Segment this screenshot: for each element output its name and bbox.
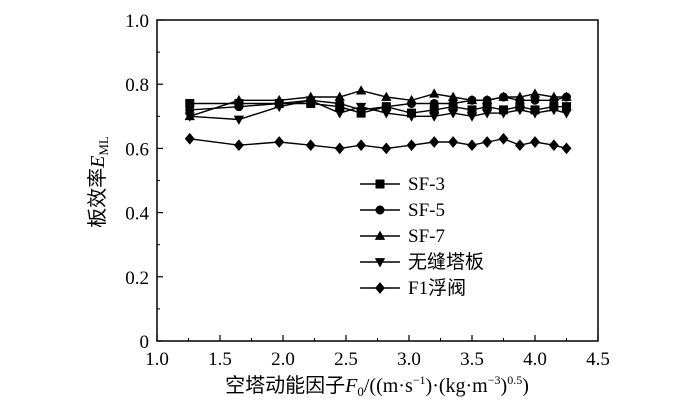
series-5-line	[189, 138, 567, 150]
series-5-point	[498, 132, 509, 145]
series-2-point	[335, 98, 345, 108]
legend-marker	[375, 282, 385, 294]
series-5-point	[429, 136, 440, 148]
series-4-point	[466, 112, 478, 122]
series-5-point	[356, 139, 367, 152]
series-1-point	[429, 105, 439, 115]
legend-marker	[375, 205, 385, 215]
series-5-point	[514, 139, 525, 152]
series-3-point	[466, 94, 478, 105]
series-4-point	[548, 106, 560, 116]
series-4-point	[233, 115, 245, 125]
x-tick-label: 4.5	[586, 349, 610, 370]
y-tick-label: 0.4	[125, 204, 149, 225]
legend: SF-3 SF-5 SF-7 无缝塔板 F1浮阀	[360, 174, 484, 299]
series-4-point	[355, 102, 367, 113]
series-2-point	[429, 98, 439, 108]
series-3-point	[355, 85, 367, 95]
series-4-point	[381, 109, 392, 119]
series-4-point	[514, 106, 526, 116]
y-tick-label: 0.2	[125, 268, 149, 289]
series-4-point	[406, 112, 417, 122]
x-tick-label: 3.0	[397, 349, 421, 370]
series-5-point	[530, 136, 540, 148]
x-axis-ticks: 1.0 1.5 2.0 2.5 3.0 3.5 4.0 4.5	[145, 335, 610, 370]
x-tick-label: 2.5	[334, 349, 358, 370]
series-3-point	[274, 94, 285, 105]
legend-marker	[374, 258, 386, 268]
y-axis-ticks: 0 0.2 0.4 0.6 0.8 1.0	[125, 11, 163, 353]
series-3-point	[429, 88, 440, 98]
legend-label: SF-3	[408, 174, 445, 195]
series-5-point	[381, 142, 392, 155]
series-2-point	[448, 98, 458, 108]
legend-label: SF-5	[408, 200, 445, 221]
series-5-point	[561, 142, 572, 155]
series-1-point	[185, 98, 195, 108]
series-2-point	[381, 102, 391, 112]
series-5-point	[274, 136, 285, 148]
series-5-point	[482, 136, 493, 148]
series-5-point	[467, 139, 477, 152]
series-5-point	[184, 132, 195, 145]
series-3-point	[233, 94, 245, 105]
series-3-point	[498, 91, 509, 101]
series-3-point	[529, 88, 541, 98]
legend-label: 无缝塔板	[408, 251, 484, 273]
series-5-point	[305, 139, 316, 152]
y-axis-label: 板效率EML	[86, 136, 111, 228]
y-tick-label: 0.8	[125, 75, 149, 96]
series-3-point	[447, 91, 459, 101]
x-tick-label: 2.0	[271, 349, 295, 370]
series-4-point	[481, 109, 493, 119]
series-2-point	[530, 95, 540, 105]
y-tick-label: 1.0	[125, 11, 149, 32]
legend-marker	[374, 230, 386, 240]
y-tick-label: 0.6	[125, 139, 149, 160]
series-5-point	[448, 136, 459, 148]
series-4-point	[334, 109, 345, 119]
series-3-point	[561, 91, 572, 101]
series-4-point	[561, 109, 572, 119]
series-2-point	[185, 105, 195, 115]
x-tick-label: 1.5	[208, 349, 232, 370]
series-4-point	[305, 96, 316, 106]
series-3-point	[406, 94, 417, 105]
x-tick-label: 3.5	[460, 349, 484, 370]
series-1-point	[482, 102, 492, 112]
legend-label: SF-7	[408, 226, 445, 247]
series-4-point	[498, 109, 509, 119]
series-1-point	[562, 102, 571, 112]
x-tick-label: 1.0	[145, 349, 169, 370]
series-5-point	[334, 142, 345, 155]
x-axis-label: 空塔动能因子F0/((m·s−1)·(kg·m−3)0.5)	[225, 373, 529, 399]
series-3-point	[481, 94, 493, 105]
series-layer	[184, 85, 572, 155]
legend-marker	[375, 179, 385, 189]
series-3-point	[514, 91, 526, 101]
series-4-point	[529, 109, 541, 119]
legend-label: F1浮阀	[408, 277, 466, 299]
series-3-point	[548, 91, 560, 101]
series-5-point	[548, 139, 559, 152]
series-4-point	[429, 112, 440, 122]
series-5-point	[406, 139, 417, 152]
y-tick-label: 0	[140, 332, 150, 353]
x-tick-label: 4.0	[523, 349, 547, 370]
series-4-point	[447, 109, 459, 119]
series-3-point	[334, 91, 345, 101]
series-5-point	[233, 139, 244, 152]
series-4-point	[184, 112, 195, 122]
series-1-point	[467, 105, 477, 115]
series-4-point	[274, 102, 285, 113]
series-3-point	[381, 91, 392, 101]
series-2-point	[234, 102, 244, 112]
